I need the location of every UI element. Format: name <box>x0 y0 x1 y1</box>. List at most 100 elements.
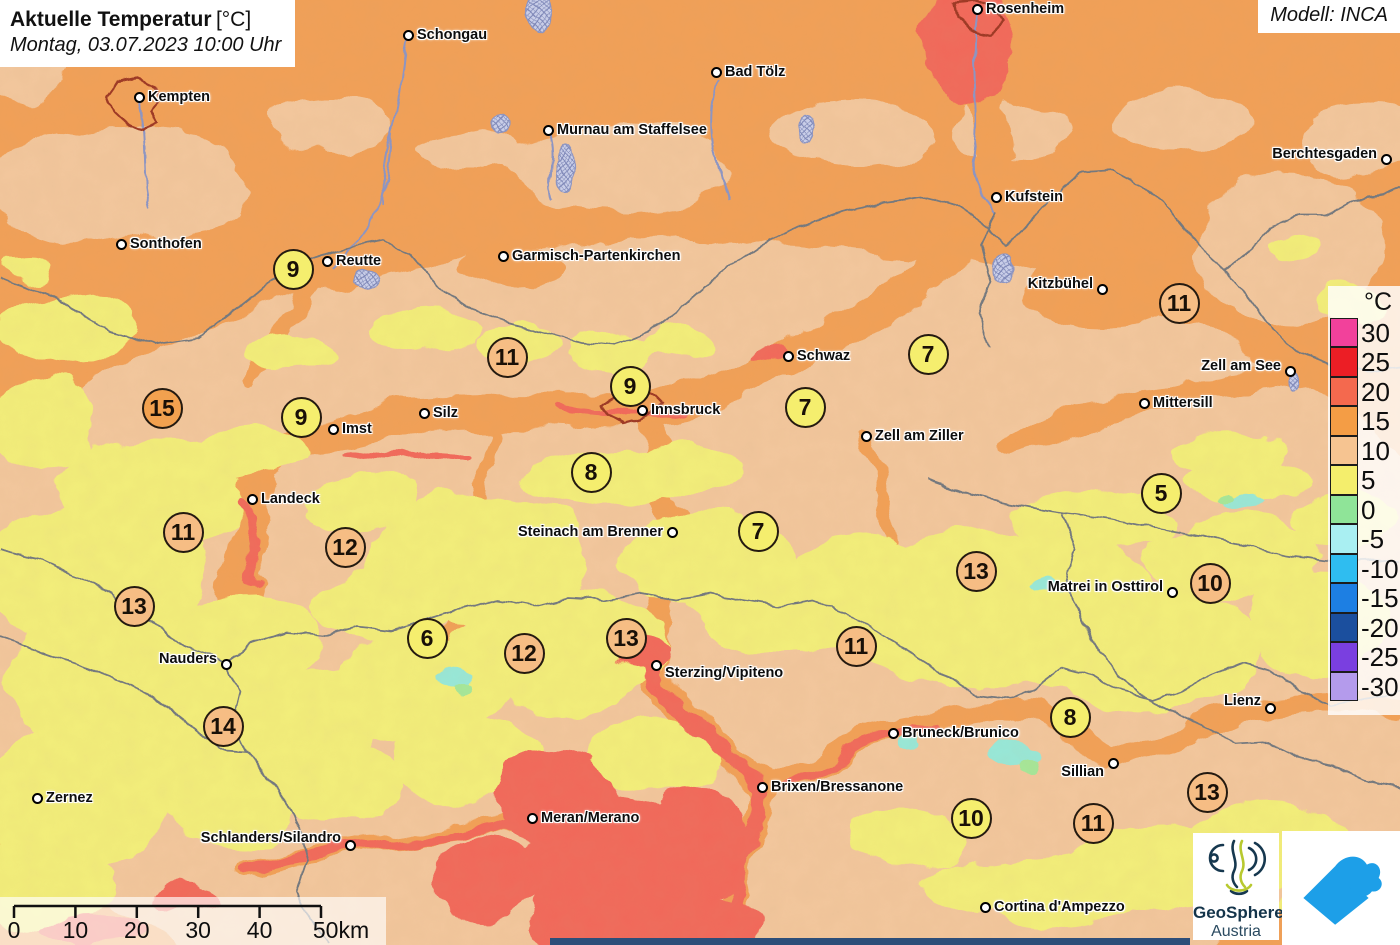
legend-value: -5 <box>1361 524 1385 555</box>
city-dot <box>327 423 339 435</box>
station-temperature: 11 <box>162 511 204 553</box>
geosphere-logo-icon <box>1208 839 1267 896</box>
city-dot <box>344 839 356 851</box>
legend-value: 5 <box>1361 465 1376 496</box>
city-dot <box>115 238 127 250</box>
partner-logo-box <box>1282 831 1400 945</box>
city-label: Schwaz <box>797 347 851 364</box>
station-temperature: 13 <box>113 585 155 627</box>
station-temperature: 13 <box>955 550 997 592</box>
legend-row: 15 <box>1328 406 1400 437</box>
legend-value: 0 <box>1361 494 1376 525</box>
city-dot <box>1107 757 1119 769</box>
city-dot <box>418 407 430 419</box>
station-temperature: 9 <box>280 396 322 438</box>
legend-value: -30 <box>1361 671 1399 702</box>
scale-tick-label: 40 <box>247 917 273 943</box>
legend-value: -20 <box>1361 612 1399 643</box>
city-label: Steinach am Brenner <box>517 523 663 540</box>
station-temperature: 11 <box>835 625 877 667</box>
legend-row: -5 <box>1328 524 1400 555</box>
legend-swatch <box>1330 612 1358 642</box>
legend-swatch <box>1330 406 1358 436</box>
city-label: Berchtesgaden <box>1272 145 1377 162</box>
city-label: Zernez <box>46 789 93 806</box>
city-label: Nauders <box>158 650 217 667</box>
legend-swatch <box>1330 583 1358 613</box>
station-temperature: 9 <box>609 365 651 407</box>
temperature-legend: °C 30 25 20 15 10 5 0 -5 -10 -15 -20 -25 -30 <box>1328 286 1400 715</box>
title-box: Aktuelle Temperatur [°C] Montag, 03.07.2… <box>0 0 296 68</box>
title-datetime: Montag, 03.07.2023 10:00 Uhr <box>10 34 282 57</box>
model-label-box: Modell: INCA <box>1258 0 1400 33</box>
city-label: Kufstein <box>1005 188 1063 205</box>
legend-value: 25 <box>1361 347 1390 378</box>
city-label: Sillian <box>1061 763 1104 780</box>
legend-value: -25 <box>1361 642 1399 673</box>
legend-row: -30 <box>1328 671 1400 702</box>
city-dot <box>402 29 414 41</box>
legend-value: 15 <box>1361 406 1390 437</box>
legend-value: 20 <box>1361 376 1390 407</box>
legend-row: 10 <box>1328 435 1400 466</box>
scale-tick-label: 0 <box>8 917 21 943</box>
bottom-edge-bar <box>550 938 1190 945</box>
city-label: Landeck <box>261 490 320 507</box>
city-dot <box>636 404 648 416</box>
city-dot <box>220 658 232 670</box>
legend-row: -25 <box>1328 642 1400 673</box>
rivers <box>138 13 997 271</box>
city-label: Zell am Ziller <box>875 427 964 444</box>
city-dot <box>542 124 554 136</box>
city-dot <box>1138 397 1150 409</box>
station-temperature: 10 <box>1189 562 1231 604</box>
page-title: Aktuelle Temperatur [°C] <box>10 7 281 33</box>
city-dot <box>497 250 509 262</box>
title-text: Aktuelle Temperatur <box>10 8 212 31</box>
city-label: Silz <box>433 404 458 421</box>
city-dot <box>1264 702 1276 714</box>
city-dot <box>710 66 722 78</box>
scale-tick-label: 10 <box>63 917 89 943</box>
legend-value: -15 <box>1361 583 1399 614</box>
city-dot <box>133 91 145 103</box>
city-label: Kempten <box>148 88 211 105</box>
scale-tick-label: 30 <box>185 917 211 943</box>
legend-row: 20 <box>1328 376 1400 407</box>
blue-mountain-logo-icon <box>1303 856 1382 925</box>
legend-row: -10 <box>1328 553 1400 584</box>
city-label: Bruneck/Brunico <box>902 724 1019 741</box>
legend-row: 5 <box>1328 465 1400 496</box>
legend-row: 25 <box>1328 347 1400 378</box>
city-dot <box>971 3 983 15</box>
station-temperature: 13 <box>1186 771 1228 813</box>
lakes <box>350 0 1299 393</box>
city-dot <box>1096 283 1108 295</box>
city-dot <box>1166 586 1178 598</box>
station-temperature: 7 <box>907 333 949 375</box>
station-temperature: 11 <box>486 336 528 378</box>
station-temperature: 12 <box>503 632 545 674</box>
city-dot <box>782 350 794 362</box>
city-label: Meran/Merano <box>541 809 640 826</box>
city-dot <box>990 191 1002 203</box>
city-dot <box>666 526 678 538</box>
city-dot <box>887 727 899 739</box>
city-label: Innsbruck <box>651 401 721 418</box>
station-temperature: 11 <box>1158 282 1200 324</box>
city-label: Imst <box>342 420 372 437</box>
city-dot <box>1380 153 1392 165</box>
legend-swatch <box>1330 494 1358 524</box>
city-dot <box>650 659 662 671</box>
legend-swatch <box>1330 524 1358 554</box>
station-temperature: 15 <box>141 387 183 429</box>
station-temperature: 7 <box>784 386 826 428</box>
legend-swatch <box>1330 435 1358 465</box>
scale-tick-label: 20 <box>124 917 150 943</box>
legend-unit-label: °C <box>1364 288 1393 316</box>
city-label: Brixen/Bressanone <box>771 778 904 795</box>
station-temperature: 8 <box>570 451 612 493</box>
city-label: Bad Tölz <box>725 63 786 80</box>
